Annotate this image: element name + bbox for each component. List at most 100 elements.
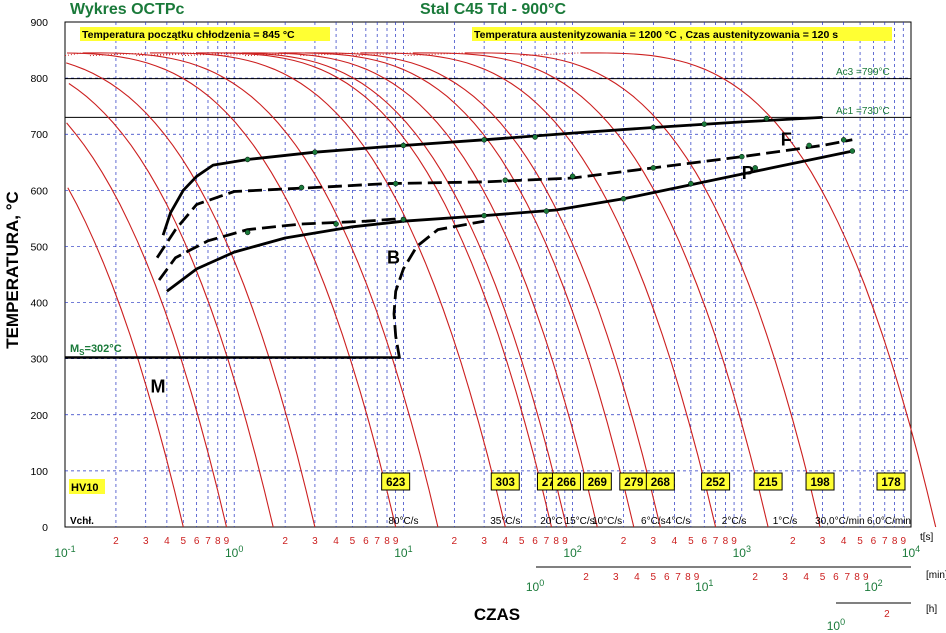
cooling-curve-start <box>181 52 243 57</box>
hardness-value: 266 <box>557 477 576 489</box>
pearlite-start-line <box>155 138 853 259</box>
cooling-curve <box>66 62 316 528</box>
min-minor-label: 5 <box>820 572 826 583</box>
min-minor-label: 3 <box>782 572 788 583</box>
y-tick-label: 500 <box>30 241 48 253</box>
y-tick-label: 600 <box>30 185 48 197</box>
cooling-curve <box>412 52 769 528</box>
x-unit-seconds: t[s] <box>920 532 934 543</box>
x-minor-label: 3 <box>481 536 487 547</box>
transformation-point <box>650 165 657 171</box>
chart-left-title: Wykres OCTPc <box>70 1 185 18</box>
x-minor-label: 9 <box>562 536 568 547</box>
y-tick-label: 900 <box>30 17 48 29</box>
cooling-curve <box>196 52 553 528</box>
info-start-temp: Temperatura początku chłodzenia = 845 °C <box>82 29 295 41</box>
transformation-points <box>244 115 856 236</box>
x-minor-label: 2 <box>790 536 796 547</box>
x-minor-label: 5 <box>350 536 356 547</box>
cooling-rate-labels: 80°C/s 35°C/s 20°C 15°C/s10°C/s 6°C/s 4°C/s 2°… <box>388 516 911 527</box>
cooling-rate-label: 15°C/s <box>565 516 595 527</box>
x-minor-label: 3 <box>820 536 826 547</box>
h-minor-label: 2 <box>884 609 890 620</box>
cooling-curve <box>149 52 506 528</box>
min-minor-label: 4 <box>634 572 640 583</box>
cooling-curve-start <box>218 52 279 57</box>
hardness-value: 269 <box>588 477 607 489</box>
cooling-curve <box>68 83 274 528</box>
x-decade-label: 103 <box>733 544 751 560</box>
h-decade-label: 100 <box>827 617 845 633</box>
cooling-curves <box>64 52 937 528</box>
plot-frame <box>64 21 912 528</box>
h-axis-unit: [h] <box>926 604 937 615</box>
x-minor-label: 6 <box>871 536 877 547</box>
y-axis-label: TEMPERATURA, °C <box>3 191 22 349</box>
transformation-point <box>650 124 657 131</box>
transformation-point <box>502 177 509 183</box>
hardness-box <box>753 472 783 491</box>
transformation-point <box>312 149 318 155</box>
transformation-point <box>543 208 550 214</box>
transformation-point <box>532 134 538 140</box>
hardness-box <box>381 472 411 491</box>
hardness-box <box>701 472 731 491</box>
cooling-curve-start <box>520 52 581 57</box>
x-minor-label: 4 <box>502 536 508 547</box>
transformation-point <box>840 137 847 143</box>
x-minor-label: 3 <box>312 536 318 547</box>
x-minor-label: 2 <box>282 536 288 547</box>
pearlite-end-line <box>166 149 853 293</box>
transformation-point <box>481 212 487 219</box>
y-tick-label: 400 <box>30 298 48 310</box>
x-minor-label: 8 <box>553 536 559 547</box>
hardness-value: 268 <box>651 477 671 489</box>
x-minor-label: 4 <box>333 536 339 547</box>
cooling-curve <box>82 52 439 528</box>
x-minor-label: 7 <box>374 536 380 547</box>
cooling-curve <box>67 187 184 528</box>
x-minor-label: 7 <box>544 536 550 547</box>
min-minor-label: 3 <box>613 572 619 583</box>
vchl-label: Vchł. <box>70 516 94 527</box>
y-tick-label: 200 <box>30 410 48 422</box>
cooling-curve <box>278 52 635 528</box>
transformation-point <box>333 221 339 227</box>
x-minor-label: 5 <box>519 536 525 547</box>
x-minor-label: 6 <box>363 536 369 547</box>
cooling-rate-label: 10°C/s <box>592 516 622 527</box>
x-minor-label: 9 <box>900 536 906 547</box>
ac3-label: Ac3 =799°C <box>836 67 890 78</box>
min-minor-label: 9 <box>694 572 700 583</box>
x-minor-label: 9 <box>731 536 737 547</box>
cooling-rate-label: 1°C/s <box>773 516 798 527</box>
cooling-curve <box>66 52 397 528</box>
transformation-point <box>400 142 407 149</box>
hardness-box <box>490 472 520 491</box>
y-tick-label: 700 <box>30 129 48 141</box>
min-minor-label: 4 <box>803 572 809 583</box>
y-tick-label: 0 <box>42 522 48 534</box>
transformation-point <box>763 115 770 122</box>
hardness-box <box>645 472 675 491</box>
x-minor-label: 4 <box>841 536 847 547</box>
min-minor-label: 8 <box>685 572 691 583</box>
x-minor-label: 4 <box>672 536 678 547</box>
transformation-point <box>701 121 708 127</box>
min-minor-label: 2 <box>752 572 758 583</box>
transformation-point <box>392 180 399 187</box>
hv10-box <box>69 479 105 494</box>
hardness-box <box>582 472 612 491</box>
bainite-start-line <box>157 217 404 281</box>
x-axis-label: CZAS <box>474 605 520 624</box>
hardness-value: 215 <box>758 477 778 489</box>
transformation-point <box>688 180 694 187</box>
info-austenitizing: Temperatura austenityzowania = 1200 °C ,… <box>474 29 838 41</box>
x-decade-label: 100 <box>225 544 243 560</box>
region-label-p: P <box>742 163 754 183</box>
hv10-label: HV10 <box>71 482 99 494</box>
x-decade-label: 101 <box>394 544 412 560</box>
ms-label: MS=302°C <box>70 343 122 357</box>
